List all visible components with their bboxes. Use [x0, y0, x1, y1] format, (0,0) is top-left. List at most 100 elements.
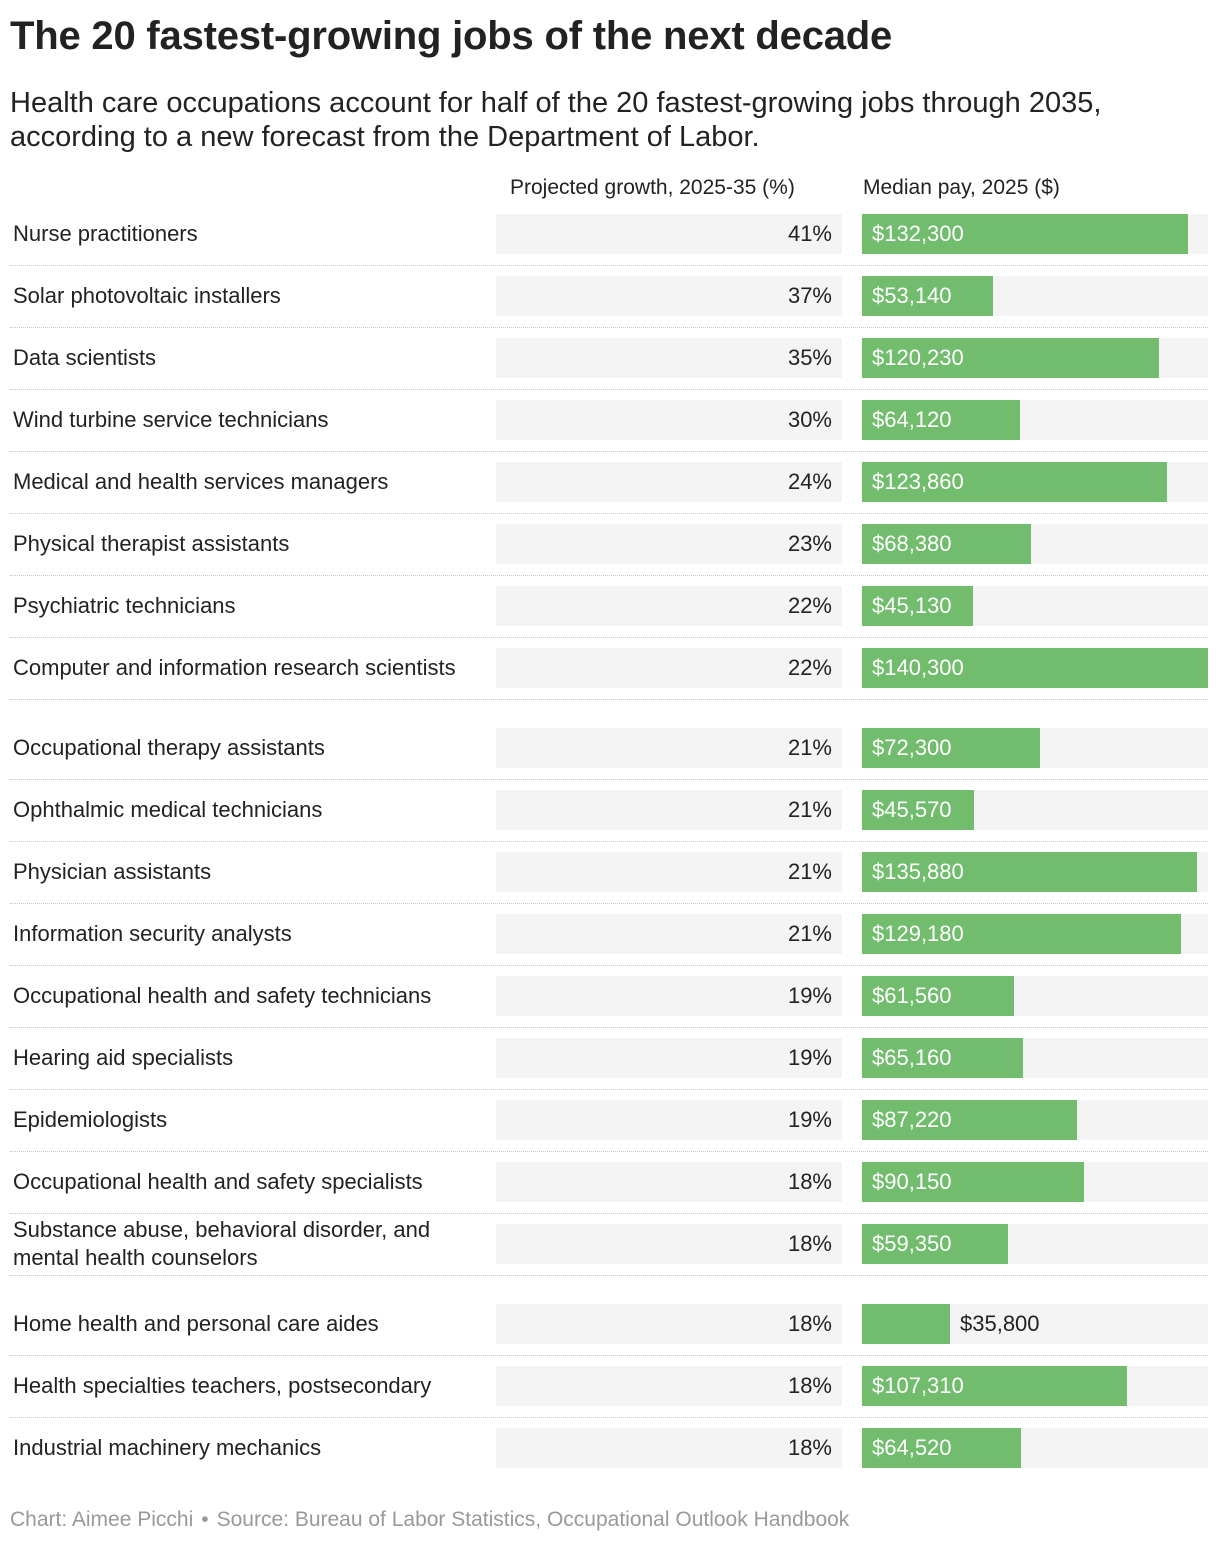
growth-value: 24%	[787, 469, 832, 494]
growth-cell: 30%	[496, 400, 842, 440]
occupation-label: Ophthalmic medical technicians	[13, 797, 323, 822]
growth-value: 30%	[787, 407, 832, 432]
row-divider	[10, 779, 1208, 780]
footer-credit: Chart: Aimee Picchi	[10, 1508, 194, 1531]
pay-cell: $61,560	[862, 976, 1208, 1016]
growth-value: 21%	[787, 797, 832, 822]
table-row: Occupational therapy assistants 21% $72,30…	[10, 728, 1208, 790]
occupation-label: Physical therapist assistants	[13, 531, 290, 556]
table-row: Occupational health and safety specialis…	[10, 1162, 1208, 1224]
row-divider	[10, 513, 1208, 514]
growth-value: 18%	[787, 1435, 832, 1460]
pay-bar	[862, 400, 1020, 440]
growth-value: 35%	[787, 345, 832, 370]
pay-bar	[862, 852, 1197, 892]
growth-value: 19%	[787, 1107, 832, 1132]
occupation-label: Epidemiologists	[13, 1107, 168, 1132]
growth-value: 19%	[787, 1045, 832, 1070]
table-row: Psychiatric technicians 22% $45,130	[10, 586, 1208, 648]
pay-bar	[862, 1100, 1077, 1140]
pay-value: $53,140	[872, 283, 952, 308]
table-row: Ophthalmic medical technicians 21% $45,570	[10, 790, 1208, 852]
table-row: Home health and personal care aides 18% $3…	[10, 1304, 1208, 1366]
pay-value: $120,230	[872, 345, 964, 370]
occupation-label: Computer and information research scient…	[13, 655, 456, 680]
pay-value: $129,180	[872, 921, 964, 946]
table-row: Physical therapist assistants 23% $68,380	[10, 524, 1208, 586]
pay-cell: $53,140	[862, 276, 1208, 316]
table-row: Industrial machinery mechanics 18% $64,520	[10, 1428, 1208, 1490]
occupation-label: Hearing aid specialists	[13, 1045, 234, 1070]
growth-cell: 35%	[496, 338, 842, 378]
pay-value: $61,560	[872, 983, 952, 1008]
growth-cell: 22%	[496, 648, 842, 688]
pay-bar	[862, 338, 1159, 378]
pay-value: $59,350	[872, 1231, 952, 1256]
table-row: Hearing aid specialists 19% $65,160	[10, 1038, 1208, 1100]
pay-value: $45,130	[872, 593, 952, 618]
row-divider	[10, 327, 1208, 328]
table-row: Physician assistants 21% $135,880	[10, 852, 1208, 914]
pay-cell: $120,230	[862, 338, 1208, 378]
occupation-label: Occupational therapy assistants	[13, 735, 325, 760]
footer-separator: •	[201, 1508, 209, 1531]
column-header-growth: Projected growth, 2025-35 (%)	[510, 176, 795, 199]
occupation-label: Home health and personal care aides	[13, 1311, 379, 1336]
table-row: Data scientists 35% $120,230	[10, 338, 1208, 400]
pay-bar	[862, 914, 1181, 954]
growth-value: 22%	[787, 593, 832, 618]
table-row: Substance abuse, behavioral disorder, an…	[10, 1215, 1208, 1295]
occupation-label: Physician assistants	[13, 859, 212, 884]
row-divider	[10, 1417, 1208, 1418]
growth-cell: 19%	[496, 1038, 842, 1078]
growth-value: 23%	[787, 531, 832, 556]
occupation-label: Solar photovoltaic installers	[13, 283, 281, 308]
occupation-label: Medical and health services managers	[13, 469, 389, 494]
pay-cell: $90,150	[862, 1162, 1208, 1202]
growth-cell: 21%	[496, 790, 842, 830]
growth-cell: 18%	[496, 1304, 842, 1344]
growth-cell: 18%	[496, 1366, 842, 1406]
growth-cell: 18%	[496, 1224, 842, 1264]
pay-bar	[862, 1038, 1023, 1078]
pay-bar	[862, 976, 1014, 1016]
row-divider	[10, 637, 1208, 638]
pay-cell: $65,160	[862, 1038, 1208, 1078]
growth-value: 21%	[787, 859, 832, 884]
growth-cell: 18%	[496, 1428, 842, 1468]
table-row: Wind turbine service technicians 30% $64,1…	[10, 400, 1208, 462]
pay-cell: $129,180	[862, 914, 1208, 954]
table-row: Occupational health and safety technicia…	[10, 976, 1208, 1038]
pay-cell: $140,300	[862, 648, 1208, 688]
occupation-label: Occupational health and safety specialis…	[13, 1169, 423, 1194]
table-row: Computer and information research scient…	[10, 639, 1208, 719]
occupation-label: Substance abuse, behavioral disorder, an…	[13, 1217, 431, 1270]
pay-value: $68,380	[872, 531, 952, 556]
pay-value: $90,150	[872, 1169, 952, 1194]
growth-cell: 19%	[496, 976, 842, 1016]
pay-bar	[862, 1366, 1127, 1406]
row-divider	[10, 903, 1208, 904]
pay-cell: $68,380	[862, 524, 1208, 564]
growth-cell: 23%	[496, 524, 842, 564]
row-divider	[10, 1355, 1208, 1356]
pay-bar	[862, 462, 1167, 502]
growth-cell: 21%	[496, 914, 842, 954]
pay-bar	[862, 1428, 1021, 1468]
pay-bar	[862, 586, 973, 626]
pay-value: $107,310	[872, 1373, 964, 1398]
pay-bar	[862, 1162, 1084, 1202]
pay-value: $45,570	[872, 797, 952, 822]
growth-value: 18%	[787, 1311, 832, 1336]
pay-value: $132,300	[872, 221, 964, 246]
pay-cell: $107,310	[862, 1366, 1208, 1406]
occupation-label: Psychiatric technicians	[13, 593, 236, 618]
pay-bar	[862, 790, 974, 830]
growth-value: 18%	[787, 1231, 832, 1256]
occupation-label: Industrial machinery mechanics	[13, 1435, 322, 1460]
row-divider	[10, 1027, 1208, 1028]
chart-title: The 20 fastest-growing jobs of the next …	[10, 14, 893, 58]
footer-source: Source: Bureau of Labor Statistics, Occu…	[216, 1508, 850, 1531]
pay-cell: $64,120	[862, 400, 1208, 440]
